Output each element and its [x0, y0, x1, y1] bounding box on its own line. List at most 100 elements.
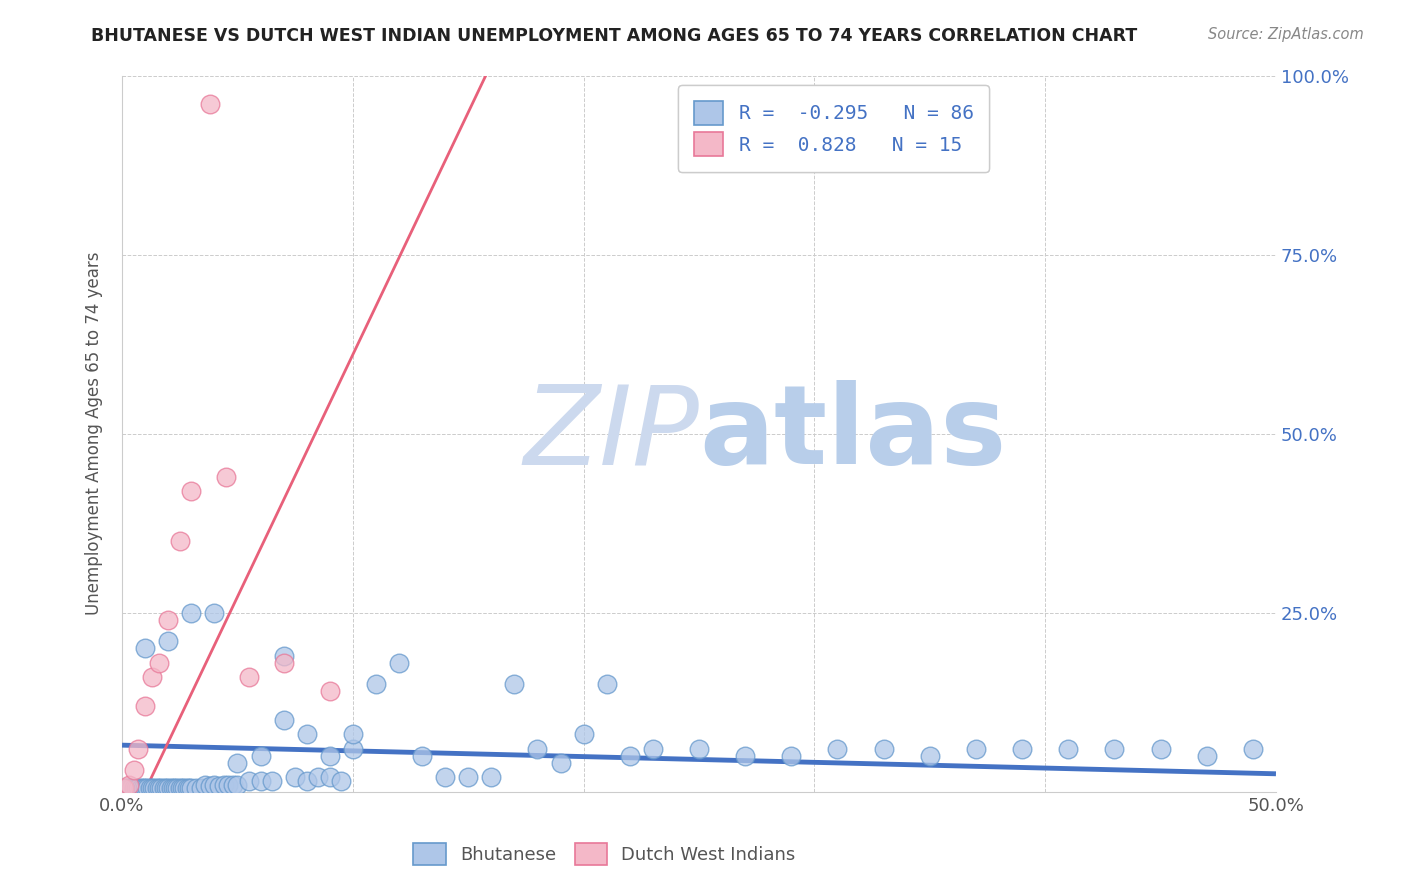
Point — [198, 779, 221, 793]
Point — [364, 677, 387, 691]
Point — [157, 781, 180, 796]
Point — [169, 781, 191, 796]
Point — [780, 748, 803, 763]
Point — [619, 748, 641, 763]
Point — [572, 727, 595, 741]
Point — [342, 727, 364, 741]
Point — [202, 778, 225, 792]
Point — [1057, 741, 1080, 756]
Legend: R =  -0.295   N = 86, R =  0.828   N = 15: R = -0.295 N = 86, R = 0.828 N = 15 — [679, 86, 990, 171]
Text: ZIP: ZIP — [523, 380, 699, 487]
Point — [202, 606, 225, 620]
Point — [122, 763, 145, 777]
Point — [827, 741, 849, 756]
Point — [134, 641, 156, 656]
Point — [115, 781, 138, 796]
Point — [112, 781, 135, 796]
Point — [148, 656, 170, 670]
Point — [1149, 741, 1171, 756]
Point — [169, 534, 191, 549]
Point — [166, 781, 188, 796]
Point — [118, 781, 141, 796]
Point — [177, 781, 200, 796]
Point — [217, 778, 239, 792]
Point — [295, 774, 318, 789]
Point — [134, 698, 156, 713]
Point — [260, 774, 283, 789]
Point — [479, 770, 502, 784]
Point — [273, 656, 295, 670]
Point — [162, 781, 184, 796]
Point — [1241, 741, 1264, 756]
Point — [1011, 741, 1033, 756]
Point — [319, 748, 342, 763]
Text: BHUTANESE VS DUTCH WEST INDIAN UNEMPLOYMENT AMONG AGES 65 TO 74 YEARS CORRELATIO: BHUTANESE VS DUTCH WEST INDIAN UNEMPLOYM… — [91, 27, 1137, 45]
Point — [457, 770, 479, 784]
Point — [157, 634, 180, 648]
Point — [212, 778, 235, 792]
Text: Source: ZipAtlas.com: Source: ZipAtlas.com — [1208, 27, 1364, 42]
Point — [249, 774, 271, 789]
Point — [342, 741, 364, 756]
Point — [641, 741, 664, 756]
Y-axis label: Unemployment Among Ages 65 to 74 years: Unemployment Among Ages 65 to 74 years — [86, 252, 103, 615]
Point — [238, 774, 260, 789]
Point — [330, 774, 353, 789]
Point — [155, 781, 177, 796]
Point — [184, 781, 207, 796]
Point — [319, 684, 342, 698]
Point — [208, 779, 231, 793]
Point — [388, 656, 411, 670]
Point — [120, 781, 142, 796]
Point — [148, 781, 170, 796]
Point — [139, 781, 162, 796]
Point — [118, 778, 141, 792]
Point — [180, 483, 202, 498]
Point — [226, 756, 249, 770]
Point — [307, 770, 329, 784]
Point — [180, 606, 202, 620]
Point — [170, 781, 193, 796]
Point — [136, 781, 159, 796]
Point — [273, 713, 295, 727]
Point — [194, 778, 217, 792]
Point — [150, 781, 173, 796]
Point — [918, 748, 941, 763]
Point — [249, 748, 271, 763]
Point — [180, 781, 202, 796]
Point — [734, 748, 756, 763]
Point — [145, 781, 167, 796]
Point — [434, 770, 457, 784]
Point — [143, 781, 166, 796]
Point — [238, 670, 260, 684]
Point — [284, 770, 307, 784]
Point — [141, 670, 163, 684]
Point — [273, 648, 295, 663]
Point — [112, 781, 135, 796]
Point — [295, 727, 318, 741]
Point — [176, 781, 198, 796]
Point — [152, 781, 174, 796]
Point — [173, 781, 195, 796]
Point — [165, 781, 187, 796]
Point — [141, 781, 163, 796]
Point — [226, 778, 249, 792]
Point — [159, 781, 181, 796]
Point — [503, 677, 526, 691]
Point — [1195, 748, 1218, 763]
Point — [132, 781, 155, 796]
Point — [215, 469, 238, 483]
Point — [1104, 741, 1126, 756]
Point — [222, 778, 245, 792]
Point — [122, 781, 145, 796]
Point — [157, 613, 180, 627]
Point — [319, 770, 342, 784]
Point — [125, 781, 148, 796]
Point — [129, 781, 152, 796]
Point — [688, 741, 710, 756]
Point — [965, 741, 987, 756]
Point — [127, 781, 149, 796]
Point — [596, 677, 619, 691]
Legend: Bhutanese, Dutch West Indians: Bhutanese, Dutch West Indians — [405, 834, 804, 874]
Point — [411, 748, 433, 763]
